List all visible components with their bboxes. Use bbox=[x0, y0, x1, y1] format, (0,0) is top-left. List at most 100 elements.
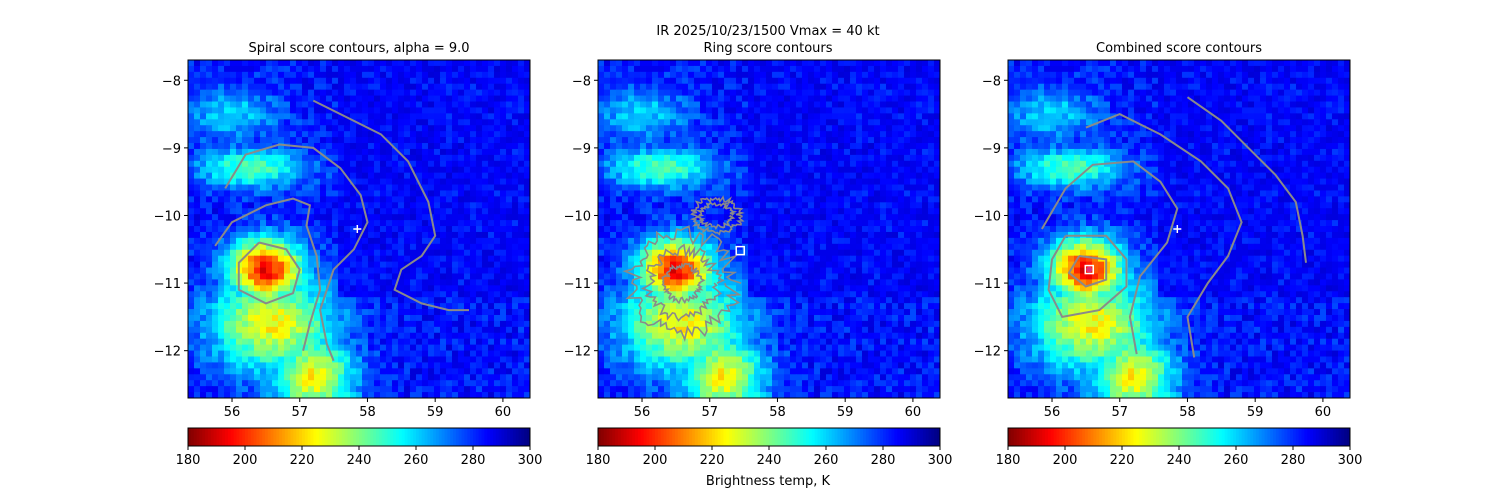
image-cell bbox=[254, 291, 261, 298]
image-cell bbox=[284, 255, 291, 263]
image-cell bbox=[272, 291, 279, 298]
image-cell bbox=[422, 65, 429, 73]
image-cell bbox=[320, 107, 327, 114]
image-cell bbox=[326, 214, 333, 221]
image-cell bbox=[844, 154, 851, 162]
image-cell bbox=[628, 95, 635, 103]
image-cell bbox=[886, 101, 893, 109]
image-cell bbox=[524, 297, 530, 304]
image-cell bbox=[742, 101, 749, 109]
image-cell bbox=[386, 71, 393, 79]
image-cell bbox=[230, 297, 237, 304]
image-cell bbox=[302, 320, 309, 328]
image-cell bbox=[850, 119, 857, 126]
image-cell bbox=[242, 320, 249, 328]
image-cell bbox=[272, 101, 279, 109]
image-cell bbox=[802, 214, 809, 221]
image-cell bbox=[494, 214, 501, 221]
image-cell bbox=[922, 60, 929, 67]
image-cell bbox=[464, 125, 471, 132]
image-cell bbox=[350, 214, 357, 221]
image-cell bbox=[434, 131, 441, 138]
image-cell bbox=[712, 148, 719, 156]
image-cell bbox=[518, 95, 525, 103]
image-cell bbox=[200, 297, 207, 304]
image-cell bbox=[616, 65, 623, 73]
image-cell bbox=[452, 190, 459, 197]
image-cell bbox=[404, 231, 411, 239]
image-cell bbox=[284, 279, 291, 286]
image-cell bbox=[380, 285, 387, 292]
image-cell bbox=[796, 202, 803, 209]
image-cell bbox=[814, 196, 821, 203]
image-cell bbox=[314, 291, 321, 298]
image-cell bbox=[188, 332, 195, 340]
image-cell bbox=[404, 160, 411, 168]
image-cell bbox=[230, 380, 237, 387]
image-cell bbox=[488, 368, 495, 375]
image-cell bbox=[518, 291, 525, 298]
image-cell bbox=[212, 148, 219, 156]
image-cell bbox=[610, 107, 617, 114]
image-cell bbox=[194, 154, 201, 162]
image-cell bbox=[338, 220, 345, 227]
image-cell bbox=[748, 77, 755, 85]
colorbar-cell bbox=[353, 428, 357, 446]
image-cell bbox=[482, 95, 489, 103]
image-cell bbox=[254, 220, 261, 227]
image-cell bbox=[284, 285, 291, 292]
image-cell bbox=[404, 119, 411, 126]
image-cell bbox=[802, 60, 809, 67]
image-cell bbox=[772, 154, 779, 162]
image-cell bbox=[380, 350, 387, 358]
image-cell bbox=[934, 184, 940, 192]
image-cell bbox=[272, 196, 279, 203]
image-cell bbox=[718, 65, 725, 73]
image-cell bbox=[676, 154, 683, 162]
image-cell bbox=[868, 208, 875, 215]
image-cell bbox=[206, 368, 213, 375]
image-cell bbox=[314, 172, 321, 180]
image-cell bbox=[598, 190, 605, 197]
image-cell bbox=[464, 113, 471, 120]
image-cell bbox=[700, 107, 707, 114]
image-cell bbox=[302, 237, 309, 245]
image-cell bbox=[386, 231, 393, 239]
image-cell bbox=[254, 273, 261, 281]
image-cell bbox=[754, 95, 761, 103]
image-cell bbox=[928, 143, 935, 150]
image-cell bbox=[500, 65, 507, 73]
image-cell bbox=[796, 154, 803, 162]
image-cell bbox=[512, 71, 519, 79]
image-cell bbox=[212, 107, 219, 114]
image-cell bbox=[910, 107, 917, 114]
image-cell bbox=[308, 143, 315, 150]
image-cell bbox=[464, 178, 471, 186]
image-cell bbox=[284, 125, 291, 132]
image-cell bbox=[188, 314, 195, 322]
image-cell bbox=[224, 320, 231, 328]
image-cell bbox=[200, 125, 207, 132]
image-cell bbox=[308, 131, 315, 138]
image-cell bbox=[206, 303, 213, 310]
colorbar-cell bbox=[256, 428, 260, 446]
image-cell bbox=[476, 178, 483, 186]
image-cell bbox=[790, 166, 797, 174]
image-cell bbox=[314, 95, 321, 103]
image-cell bbox=[368, 392, 375, 398]
image-cell bbox=[398, 362, 405, 369]
image-cell bbox=[790, 60, 797, 67]
image-cell bbox=[682, 172, 689, 180]
image-cell bbox=[248, 255, 255, 263]
image-cell bbox=[368, 71, 375, 79]
image-cell bbox=[814, 113, 821, 120]
image-cell bbox=[922, 208, 929, 215]
image-cell bbox=[302, 196, 309, 203]
image-cell bbox=[682, 125, 689, 132]
image-cell bbox=[760, 166, 767, 174]
image-cell bbox=[506, 243, 513, 251]
image-cell bbox=[736, 148, 743, 156]
image-cell bbox=[446, 196, 453, 203]
image-cell bbox=[862, 119, 869, 126]
image-cell bbox=[476, 380, 483, 387]
